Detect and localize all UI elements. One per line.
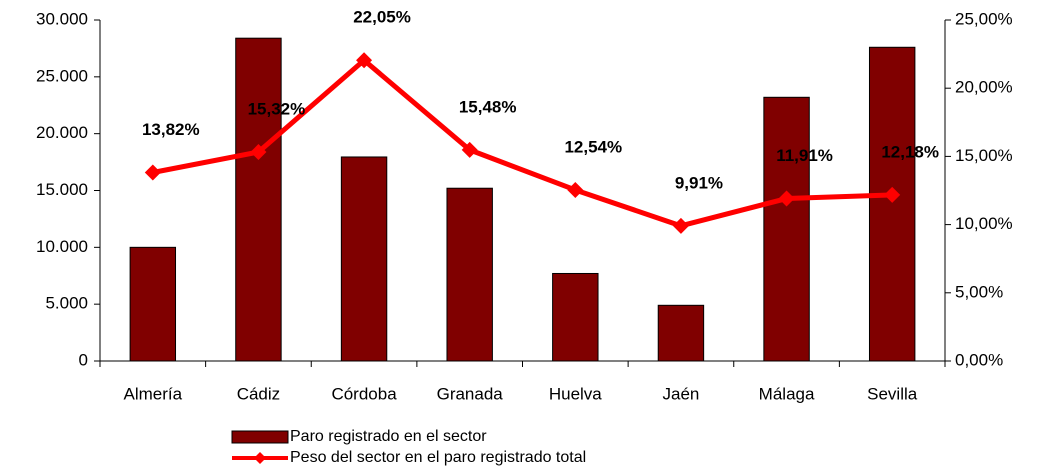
legend-swatch bbox=[231, 430, 289, 444]
marker bbox=[461, 141, 478, 158]
data-label: 9,91% bbox=[675, 173, 723, 192]
y-tick-label: 20.000 bbox=[36, 123, 88, 142]
y2-tick-label: 0,00% bbox=[955, 350, 1003, 369]
data-label: 12,18% bbox=[881, 142, 939, 161]
y-tick-label: 30.000 bbox=[36, 9, 88, 28]
x-tick-label: Cádiz bbox=[237, 384, 280, 403]
marker bbox=[144, 164, 161, 181]
bar bbox=[868, 46, 916, 362]
y2-tick-label: 15,00% bbox=[955, 146, 1013, 165]
data-label: 12,54% bbox=[564, 137, 622, 156]
marker bbox=[356, 52, 373, 69]
bar bbox=[657, 304, 705, 362]
x-tick-label: Jaén bbox=[663, 384, 700, 403]
marker bbox=[778, 190, 795, 207]
x-tick-label: Córdoba bbox=[331, 384, 397, 403]
bar bbox=[340, 156, 388, 362]
x-tick-label: Sevilla bbox=[867, 384, 918, 403]
y-tick-label: 25.000 bbox=[36, 66, 88, 85]
marker bbox=[672, 217, 689, 234]
bar bbox=[129, 246, 177, 362]
y2-tick-label: 25,00% bbox=[955, 9, 1013, 28]
y-tick-label: 0 bbox=[79, 350, 88, 369]
y-tick-label: 10.000 bbox=[36, 237, 88, 256]
bar bbox=[235, 37, 282, 362]
legend-label: Peso del sector en el paro registrado to… bbox=[290, 449, 586, 466]
y2-tick-label: 10,00% bbox=[955, 214, 1013, 233]
data-label: 15,32% bbox=[248, 100, 306, 119]
data-label: 11,91% bbox=[776, 146, 833, 165]
x-tick-label: Granada bbox=[437, 384, 504, 403]
legend-label: Paro registrado en el sector bbox=[290, 428, 487, 445]
data-label: 15,48% bbox=[459, 97, 517, 116]
legend-marker bbox=[254, 452, 266, 464]
x-tick-label: Huelva bbox=[549, 384, 602, 403]
x-tick-label: Almería bbox=[124, 384, 183, 403]
y-tick-label: 5.000 bbox=[45, 294, 88, 313]
bar bbox=[552, 272, 599, 362]
marker bbox=[250, 144, 267, 161]
data-label: 22,05% bbox=[353, 8, 411, 27]
y2-tick-label: 5,00% bbox=[955, 282, 1003, 301]
x-tick-label: Málaga bbox=[759, 384, 815, 403]
bar bbox=[763, 96, 810, 362]
y-tick-label: 15.000 bbox=[36, 180, 88, 199]
line bbox=[152, 57, 893, 229]
marker bbox=[884, 186, 901, 203]
marker bbox=[567, 181, 584, 198]
y2-tick-label: 20,00% bbox=[955, 78, 1013, 97]
data-label: 13,82% bbox=[142, 120, 200, 139]
bar bbox=[446, 187, 493, 362]
